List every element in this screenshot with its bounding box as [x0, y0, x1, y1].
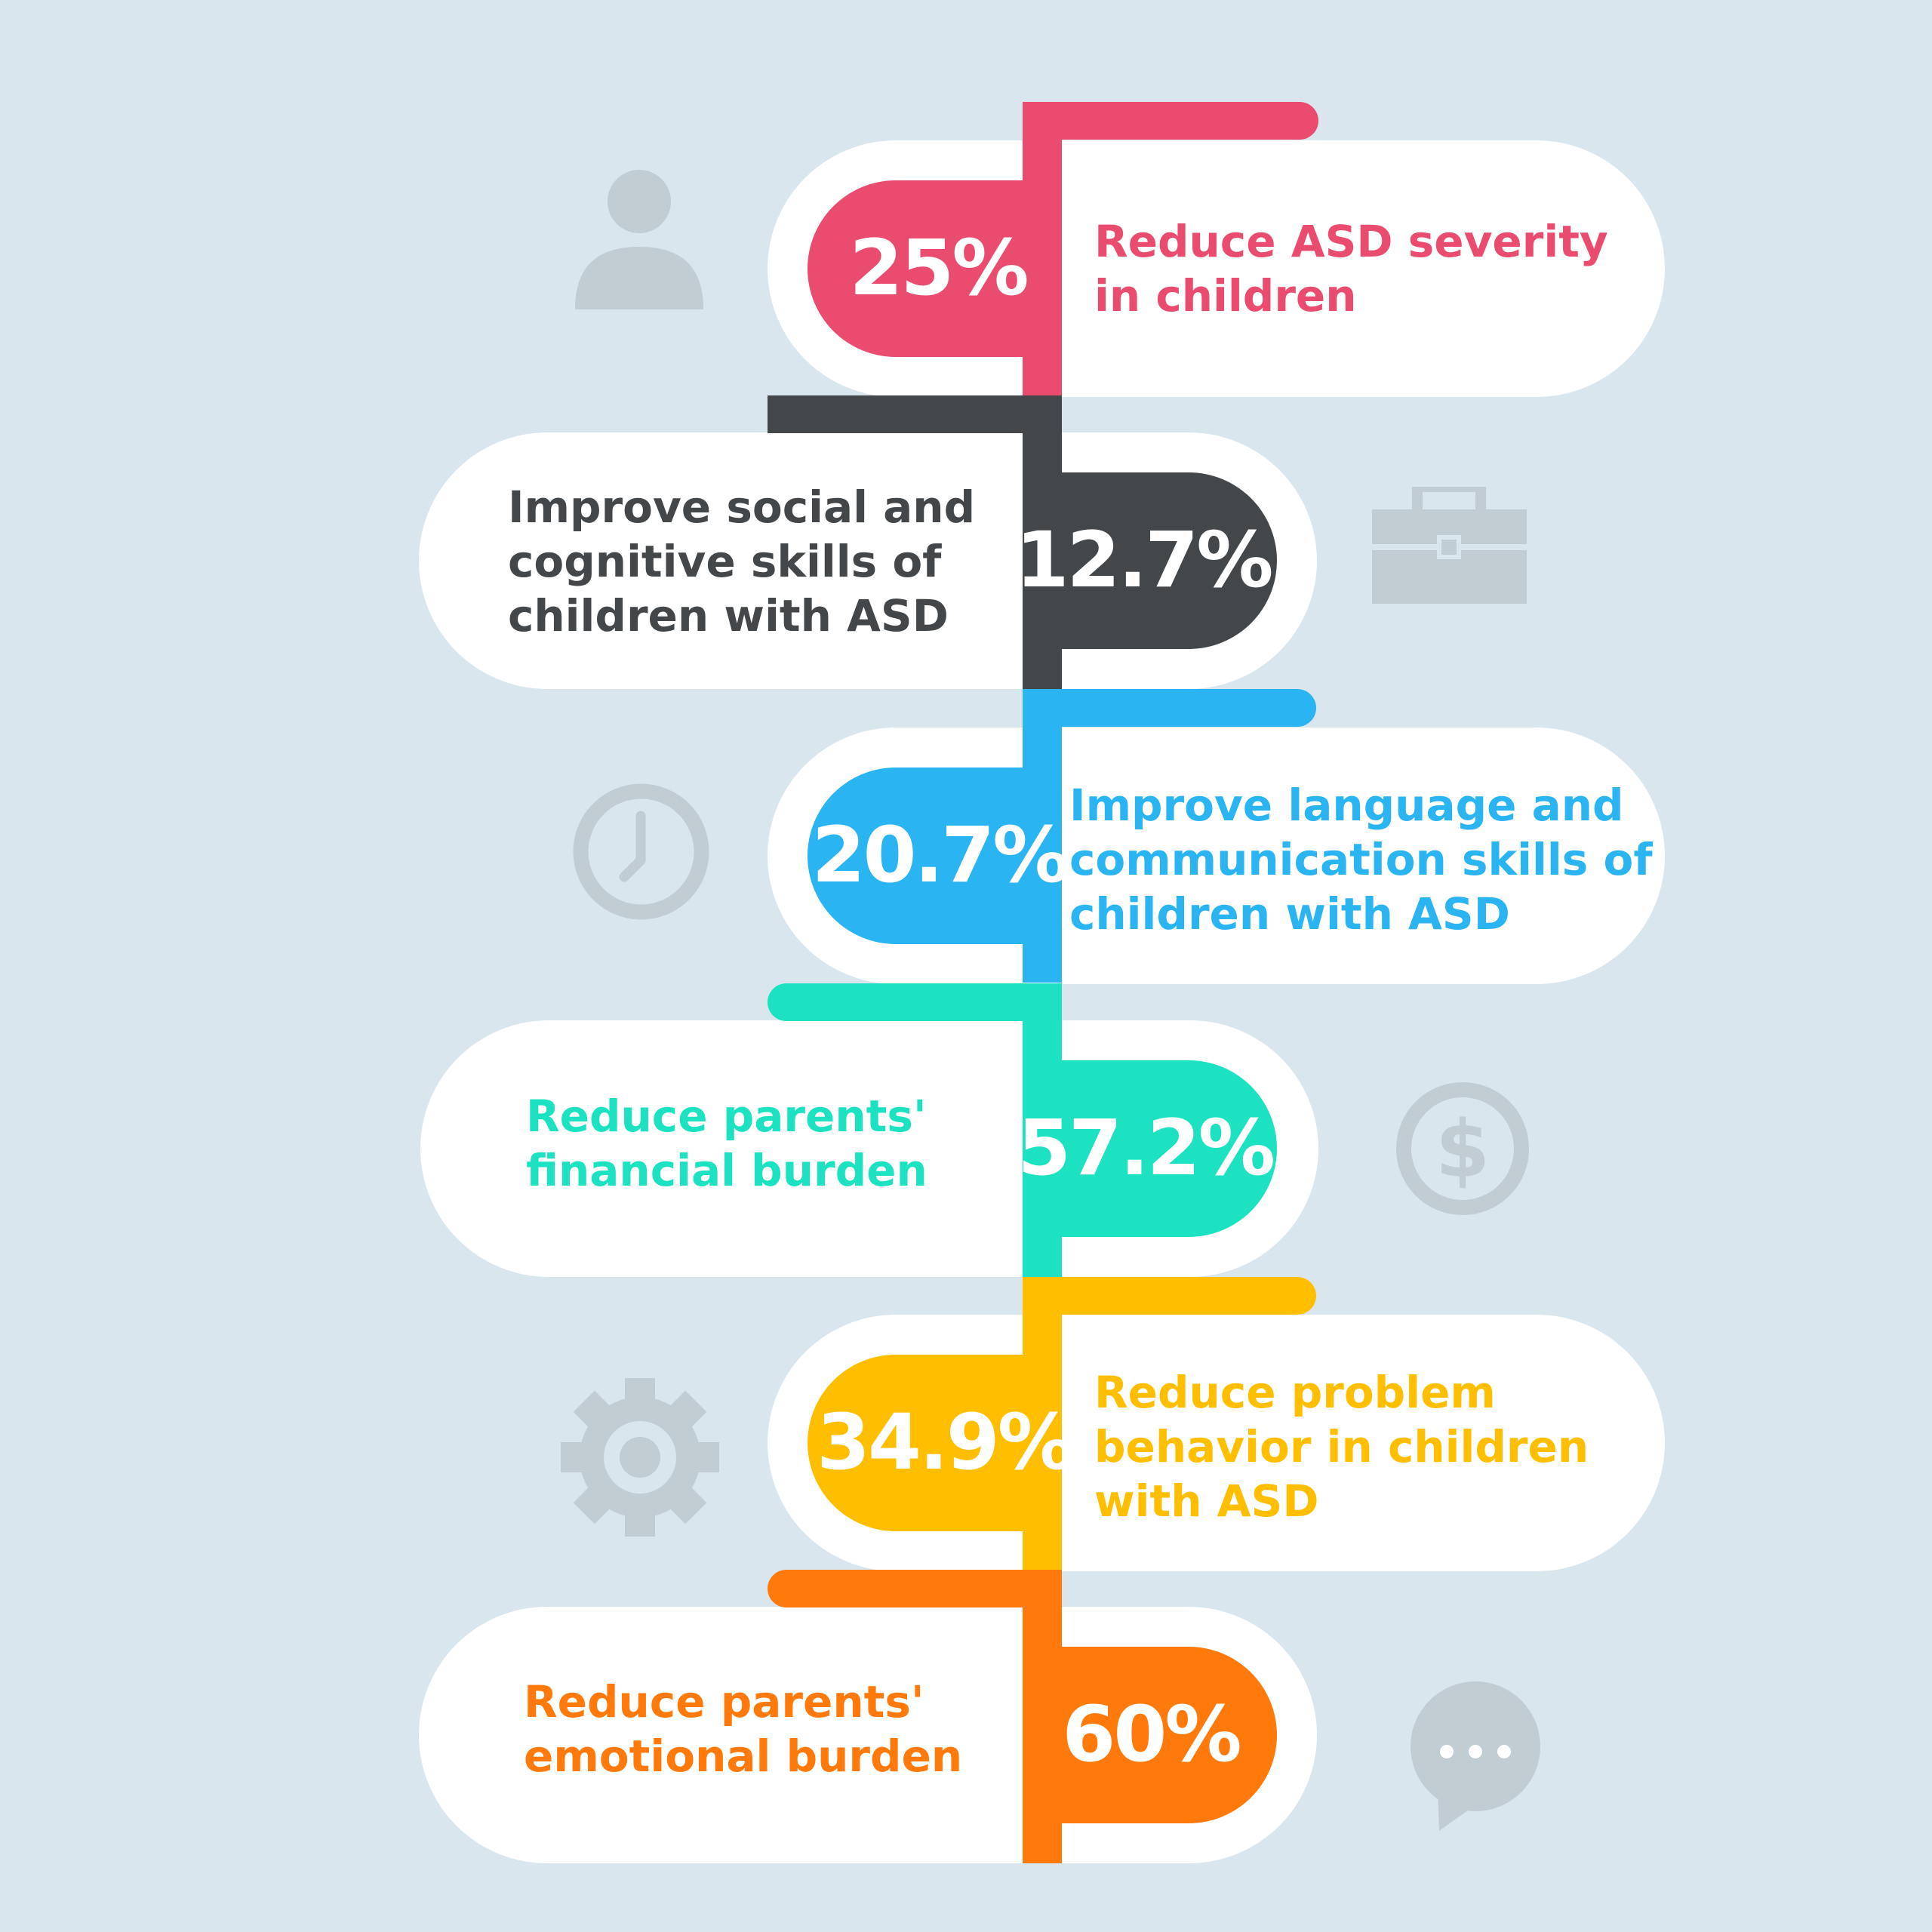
value-4: 57.2% [1017, 1103, 1275, 1193]
value-badge-6 [1023, 1647, 1277, 1823]
connector-tab-5 [1023, 1277, 1316, 1315]
label-3: Improve language and communication skill… [1069, 780, 1653, 940]
value-5: 34.9% [817, 1398, 1075, 1487]
gear-icon [561, 1378, 719, 1537]
connector-tab-6 [768, 1570, 1062, 1607]
value-badge-4 [1023, 1060, 1277, 1237]
dollar-icon: $ [1396, 1082, 1529, 1215]
briefcase-icon [1372, 487, 1527, 604]
value-3: 20.7% [811, 811, 1070, 900]
label-4: Reduce parents' financial burden [526, 1091, 928, 1196]
value-badge-3 [808, 768, 1062, 944]
svg-text:$: $ [1435, 1103, 1490, 1195]
label-2: Improve social and cognitive skills of c… [508, 481, 976, 641]
value-6: 60% [1062, 1690, 1241, 1780]
label-6: Reduce parents' emotional burden [524, 1676, 963, 1782]
clock-icon [573, 783, 709, 920]
user-icon [575, 170, 703, 309]
label-5: Reduce problem behavior in children with… [1094, 1367, 1589, 1527]
connector-tab-3 [1023, 689, 1316, 727]
label-1: Reduce ASD severity in children [1094, 216, 1608, 321]
value-1: 25% [849, 223, 1029, 313]
value-badge-5 [808, 1355, 1062, 1531]
connector-tab-4 [768, 983, 1062, 1021]
connector-tab-2 [768, 395, 1062, 433]
value-badge-1 [808, 180, 1062, 357]
connector-tab-1 [1023, 102, 1318, 140]
chat-icon [1411, 1681, 1540, 1831]
value-2: 12.7% [1015, 515, 1274, 605]
value-badge-2 [1023, 472, 1277, 649]
